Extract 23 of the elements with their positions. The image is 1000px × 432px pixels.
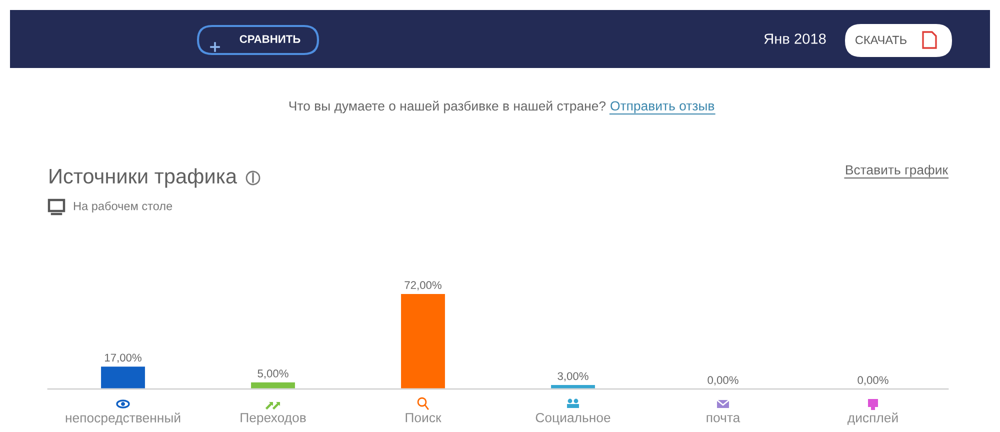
data-label: 72,00%	[404, 281, 442, 290]
x-tick-label: Поиск	[406, 413, 442, 422]
chart-subtitle: На рабочем столе	[74, 201, 172, 213]
x-tick-label: почта	[706, 415, 740, 422]
x-tick-label: Переходов	[240, 413, 306, 425]
data-label: 17,00%	[105, 354, 142, 363]
chart-title: Источники трафика	[50, 168, 238, 188]
data-label: 0,00%	[708, 376, 738, 386]
bar	[401, 294, 445, 389]
data-label: 5,00%	[258, 370, 288, 379]
text: Отправить отзыв	[610, 101, 714, 114]
data-label: 0,00%	[858, 376, 888, 386]
x-tick-label: непосредственный	[66, 412, 180, 426]
text: СКАЧАТЬ	[856, 36, 906, 44]
bar	[251, 382, 295, 389]
text: Янв 2018	[764, 34, 826, 44]
data-label: 3,00%	[558, 372, 588, 382]
text: Что вы думаете о нашей разбивке в нашей стране?	[289, 100, 606, 114]
text: СРАВНИТЬ	[240, 35, 300, 43]
x-tick-label: Социальное	[536, 412, 610, 425]
bar	[101, 366, 145, 389]
text: Вставить график	[846, 164, 948, 178]
x-tick-label: дисплей	[848, 412, 898, 425]
